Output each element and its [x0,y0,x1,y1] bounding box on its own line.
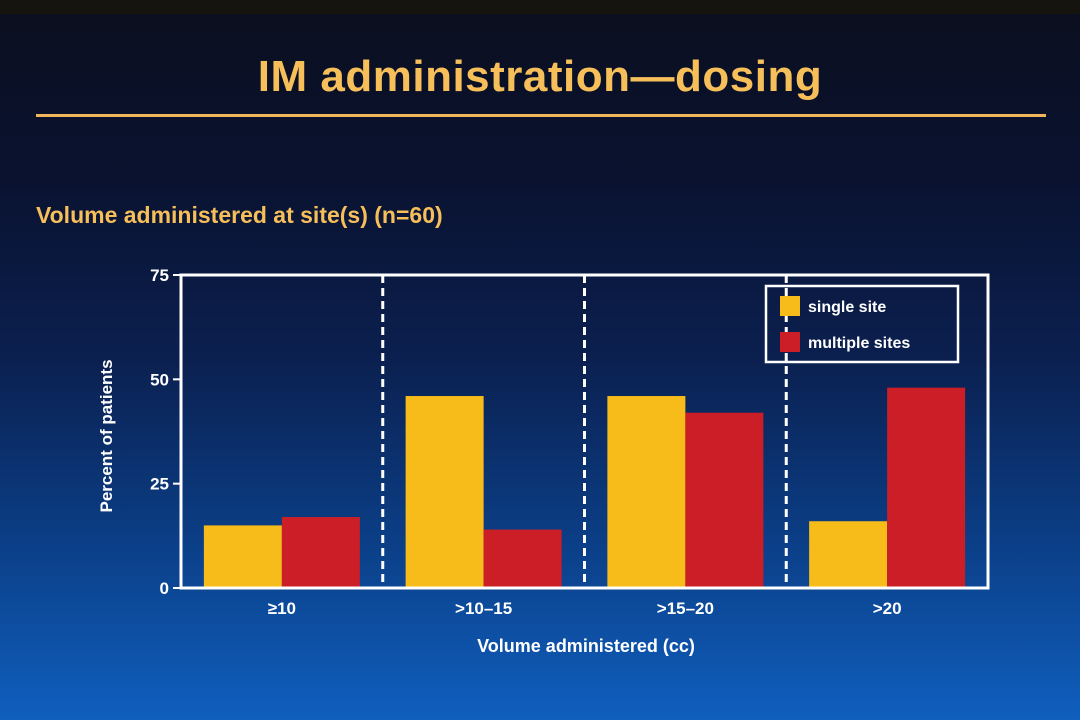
bar-single-1 [405,396,484,588]
x-tick-label: ≥10 [268,599,296,618]
y-axis-ticks: 0 25 50 75 [150,266,181,598]
bar-multiple-3 [887,387,966,588]
bars-group [203,387,966,588]
x-tick-label: >20 [873,599,902,618]
plot-frame [179,273,990,590]
y-tick-label: 75 [150,266,169,285]
top-band [0,0,1080,14]
category-dividers [381,275,788,588]
y-tick-label: 0 [160,579,169,598]
legend-label-multiple: multiple sites [808,335,910,352]
bar-single-3 [809,521,888,588]
legend-swatch-single [780,296,800,316]
legend-box [764,284,960,364]
x-tick-label: >10–15 [455,599,512,618]
bar-multiple-1 [483,529,562,588]
slide-title: IM administration—dosing [257,52,823,101]
x-axis-label: Volume administered (cc) [477,636,695,656]
legend: single site multiple sites [764,284,960,364]
legend-swatch-multiple [780,332,800,352]
chart-subtitle: Volume administered at site(s) (n=60) [36,202,443,228]
y-tick-label: 25 [150,475,169,494]
bar-single-0 [203,525,282,588]
x-tick-label: >15–20 [657,599,714,618]
x-axis-ticks: ≥10 >10–15 >15–20 >20 [268,599,902,618]
bar-single-2 [607,396,686,588]
y-axis-label: Percent of patients [97,359,116,512]
legend-label-single: single site [808,299,886,316]
y-tick-label: 50 [150,370,169,389]
bar-multiple-2 [685,412,764,588]
title-rule [36,114,1046,117]
bar-multiple-0 [281,517,360,588]
